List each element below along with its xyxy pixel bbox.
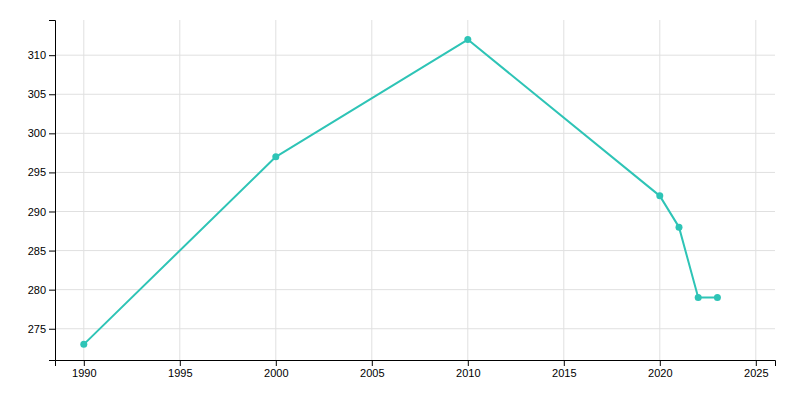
y-tick: 285 [28,245,55,257]
y-tick-label: 275 [28,323,46,335]
y-tick-mark [49,172,55,173]
x-tick-label: 2000 [264,367,288,379]
x-tick-mark [756,360,757,366]
grid [55,20,775,360]
x-tick-mark [276,360,277,366]
x-tick-mark [372,360,373,366]
point [676,224,683,231]
grid-line-y [55,289,775,290]
y-axis: 275 280 285 290 295 300 305 310 [28,21,56,361]
y-tick-mark [49,55,55,56]
x-tick-mark [180,360,181,366]
x-tick: 2010 [456,360,480,379]
x-tick-label: 1990 [72,367,96,379]
x-tick: 1995 [168,360,192,379]
y-tick: 310 [28,49,55,61]
x-tick: 1990 [72,360,96,379]
x-tick: 2000 [264,360,288,379]
y-tick: 280 [28,284,55,296]
chart: 1990 1995 2000 2005 2010 2015 2020 2025 275 280 28… [0,0,800,400]
grid-line-y [55,172,775,173]
grid-line-x [467,20,468,360]
y-tick-label: 290 [28,206,46,218]
grid-line-x [83,20,84,360]
x-tick-mark [660,360,661,366]
y-tick-mark [49,211,55,212]
x-tick-mark [468,360,469,366]
grid-line-y [55,133,775,134]
y-tick-label: 285 [28,245,46,257]
x-tick: 2015 [552,360,576,379]
point [656,192,663,199]
x-tick-label: 2025 [744,367,768,379]
x-tick-mark [84,360,85,366]
x-tick-label: 1995 [168,367,192,379]
x-tick: 2025 [744,360,768,379]
grid-line-y [55,55,775,56]
y-tick-mark [49,133,55,134]
point [464,36,471,43]
y-tick-label: 300 [28,127,46,139]
y-tick-label: 295 [28,166,46,178]
grid-line-y [55,94,775,95]
y-tick-mark [49,329,55,330]
x-axis-line [56,361,776,367]
grid-line-x [755,20,756,360]
y-tick: 275 [28,323,55,335]
grid-line-x [371,20,372,360]
y-tick-mark [49,251,55,252]
y-tick: 305 [28,88,55,100]
x-tick-mark [564,360,565,366]
y-tick-mark [49,94,55,95]
x-tick-label: 2015 [552,367,576,379]
point [80,341,87,348]
grid-line-x [179,20,180,360]
x-tick: 2005 [360,360,384,379]
x-tick-label: 2005 [360,367,384,379]
grid-line-x [563,20,564,360]
y-tick: 295 [28,166,55,178]
y-tick-label: 280 [28,284,46,296]
x-tick-label: 2010 [456,367,480,379]
grid-line-y [55,250,775,251]
y-tick-label: 305 [28,88,46,100]
line [84,40,718,345]
grid-line-x [275,20,276,360]
x-tick: 2020 [648,360,672,379]
x-tick-label: 2020 [648,367,672,379]
marks [80,36,721,348]
y-tick-label: 310 [28,49,46,61]
y-tick-mark [49,290,55,291]
x-axis: 1990 1995 2000 2005 2010 2015 2020 2025 [56,360,776,379]
point [272,153,279,160]
y-axis-line [49,21,56,361]
point [695,294,702,301]
grid-line-x [659,20,660,360]
plot: 1990 1995 2000 2005 2010 2015 2020 2025 275 280 28… [28,20,776,379]
y-tick: 290 [28,206,55,218]
y-tick: 300 [28,127,55,139]
grid-line-y [55,211,775,212]
point [714,294,721,301]
grid-line-y [55,328,775,329]
